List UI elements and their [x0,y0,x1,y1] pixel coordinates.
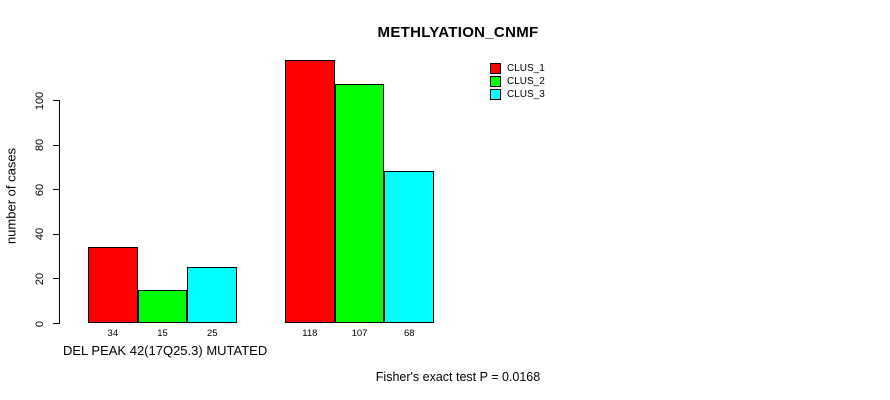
fisher-test-annotation: Fisher's exact test P = 0.0168 [375,370,541,384]
bar-clus_2-group2 [334,84,385,323]
bar-value-label: 68 [403,327,415,339]
legend-swatch-clus_2 [490,76,501,87]
x-axis-title: DEL PEAK 42(17Q25.3) MUTATED [63,343,268,358]
bar-value-label: 118 [302,327,318,339]
bar-value-label: 25 [206,327,218,339]
y-tick-mark [53,233,59,235]
bar-value-label: 34 [107,327,119,339]
y-axis-line [59,100,60,324]
legend-label: CLUS_2 [507,76,545,87]
y-tick-label: 40 [34,228,46,241]
y-tick-mark [53,144,59,146]
y-tick-label: 20 [34,272,46,286]
y-tick-mark [53,189,59,191]
chart-legend: CLUS_1 CLUS_2 CLUS_3 [490,63,545,102]
bar-clus_3-group1 [187,267,238,324]
y-tick-mark [53,323,59,324]
y-tick-mark [53,100,59,101]
bar-clus_1-group2 [285,59,335,323]
bar-value-label: 15 [157,327,168,339]
legend-swatch-clus_1 [490,63,501,74]
legend-row: CLUS_2 [490,76,545,87]
y-tick-label: 60 [34,183,46,196]
legend-label: CLUS_3 [507,89,545,100]
legend-label: CLUS_1 [507,63,545,74]
y-tick-label: 100 [34,91,46,110]
legend-swatch-clus_3 [490,89,501,100]
y-tick-mark [53,278,59,280]
bar-clus_1-group1 [88,247,138,323]
bar-value-label: 107 [351,327,368,339]
y-tick-label: 0 [34,320,46,327]
bar-clus_2-group1 [137,289,188,324]
chart-title: METHLYATION_CNMF [377,24,539,41]
legend-row: CLUS_3 [490,89,545,100]
y-tick-label: 80 [34,138,46,152]
legend-row: CLUS_1 [490,63,545,74]
bar-clus_3-group2 [384,171,435,323]
y-axis-title: number of cases [3,147,19,245]
